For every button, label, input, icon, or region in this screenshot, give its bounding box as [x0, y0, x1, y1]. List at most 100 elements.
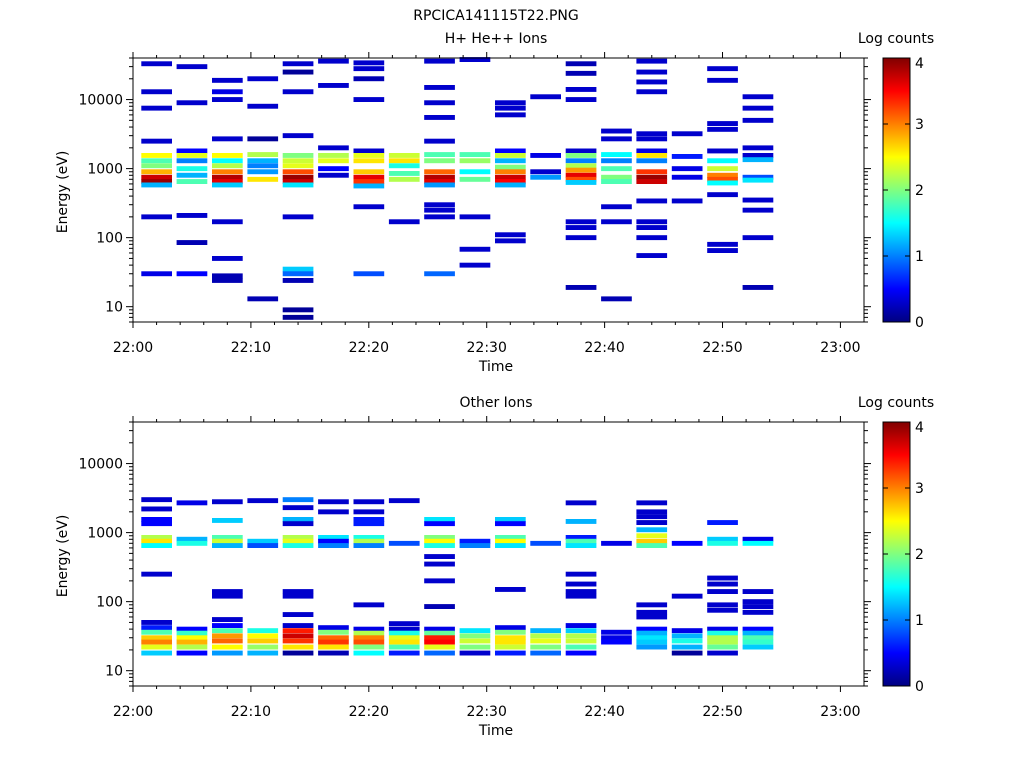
heatmap-cell [212, 89, 243, 95]
heatmap-cell [636, 635, 668, 641]
x-tick-label: 22:40 [584, 704, 624, 720]
heatmap-cell [495, 517, 526, 522]
heatmap-cell [353, 650, 385, 656]
heatmap-cell [707, 536, 738, 542]
heatmap-cell [565, 593, 597, 599]
heatmap-cell [707, 644, 738, 650]
heatmap-cell [636, 639, 668, 645]
heatmap-cell [424, 202, 455, 208]
heatmap-cell [388, 644, 420, 650]
heatmap-cell [601, 166, 632, 172]
panel-bottom-axes: 22:00 22:10 22:20 22:30 22:40 22:50 23:00 10 100… [78, 416, 871, 720]
heatmap-cell [318, 538, 349, 544]
heatmap-cell [495, 153, 526, 158]
heatmap-cell [742, 540, 774, 546]
heatmap-cell [565, 87, 597, 92]
colorbar-tick-label: 2 [915, 183, 924, 199]
heatmap-cell [247, 163, 279, 169]
heatmap-cell [601, 540, 632, 546]
heatmap-cell [671, 154, 703, 159]
y-tick-label: 100 [96, 231, 123, 247]
heatmap-cell [353, 97, 385, 102]
colorbar-tick-label: 0 [915, 679, 924, 695]
heatmap-cell [353, 521, 385, 527]
x-tick-label: 22:40 [584, 340, 624, 356]
heatmap-cell [601, 174, 632, 180]
heatmap-cell [282, 623, 314, 628]
panel-top: H+ He++ Ions Log counts Time Energy (eV)… [55, 31, 934, 375]
heatmap-cell [176, 500, 208, 506]
heatmap-cell [707, 192, 738, 198]
colorbar-tick-label: 4 [915, 420, 924, 436]
heatmap-cell [636, 509, 668, 515]
heatmap-cell [707, 148, 738, 154]
heatmap-cell [282, 593, 314, 599]
heatmap-cell [141, 158, 172, 164]
heatmap-cell [565, 167, 597, 173]
heatmap-cell [424, 214, 455, 220]
heatmap-cell [495, 238, 526, 244]
heatmap-cell [601, 152, 632, 157]
heatmap-cell [212, 518, 243, 523]
heatmap-cell [212, 219, 243, 225]
heatmap-cell [601, 136, 632, 142]
heatmap-cell [565, 153, 597, 158]
heatmap-cell [459, 158, 491, 164]
heatmap-cell [495, 148, 526, 154]
heatmap-cell [141, 105, 172, 111]
heatmap-cell [565, 97, 597, 102]
heatmap-cell [636, 630, 668, 636]
heatmap-cell [318, 153, 349, 158]
heatmap-cell [176, 644, 208, 650]
heatmap-cell [353, 509, 385, 515]
heatmap-cell [424, 182, 455, 188]
heatmap-cell [565, 535, 597, 540]
heatmap-cell [530, 633, 561, 639]
heatmap-cell [636, 527, 668, 533]
heatmap-cell [282, 158, 314, 164]
heatmap-cell [424, 561, 455, 567]
heatmap-cell [601, 219, 632, 225]
heatmap-cell [742, 635, 774, 641]
heatmap-cell [459, 644, 491, 650]
heatmap-cell [247, 76, 279, 82]
heatmap-cell [565, 638, 597, 644]
heatmap-cell [212, 77, 243, 83]
panel-bottom-frame [132, 421, 865, 687]
heatmap-cell [353, 60, 385, 66]
heatmap-cell [388, 635, 420, 641]
heatmap-cell [742, 630, 774, 636]
heatmap-cell [530, 174, 561, 180]
heatmap-cell [212, 638, 243, 644]
heatmap-cell [141, 644, 172, 650]
heatmap-cell [247, 638, 279, 644]
heatmap-cell [707, 126, 738, 132]
heatmap-cell [530, 650, 561, 656]
heatmap-cell [318, 535, 349, 540]
panel-bottom-colorbar-label: Log counts [858, 395, 934, 411]
heatmap-cell [636, 58, 668, 64]
heatmap-cell [388, 630, 420, 636]
heatmap-cell [671, 628, 703, 634]
heatmap-cell [742, 105, 774, 111]
x-tick-label: 22:20 [349, 340, 389, 356]
heatmap-cell [742, 536, 774, 542]
heatmap-cell [636, 79, 668, 85]
heatmap-cell [247, 152, 279, 157]
heatmap-cell [742, 644, 774, 650]
heatmap-cell [141, 506, 172, 512]
heatmap-cell [424, 517, 455, 522]
heatmap-cell [601, 158, 632, 164]
heatmap-cell [424, 650, 455, 656]
heatmap-cell [671, 131, 703, 137]
heatmap-cell [565, 235, 597, 241]
heatmap-cell [424, 630, 455, 636]
heatmap-cell [636, 69, 668, 75]
heatmap-cell [282, 628, 314, 634]
heatmap-cell [141, 629, 172, 635]
heatmap-cell [141, 174, 172, 180]
heatmap-cell [742, 117, 774, 123]
heatmap-cell [565, 538, 597, 544]
heatmap-cell [247, 296, 279, 302]
heatmap-cell [141, 271, 172, 277]
